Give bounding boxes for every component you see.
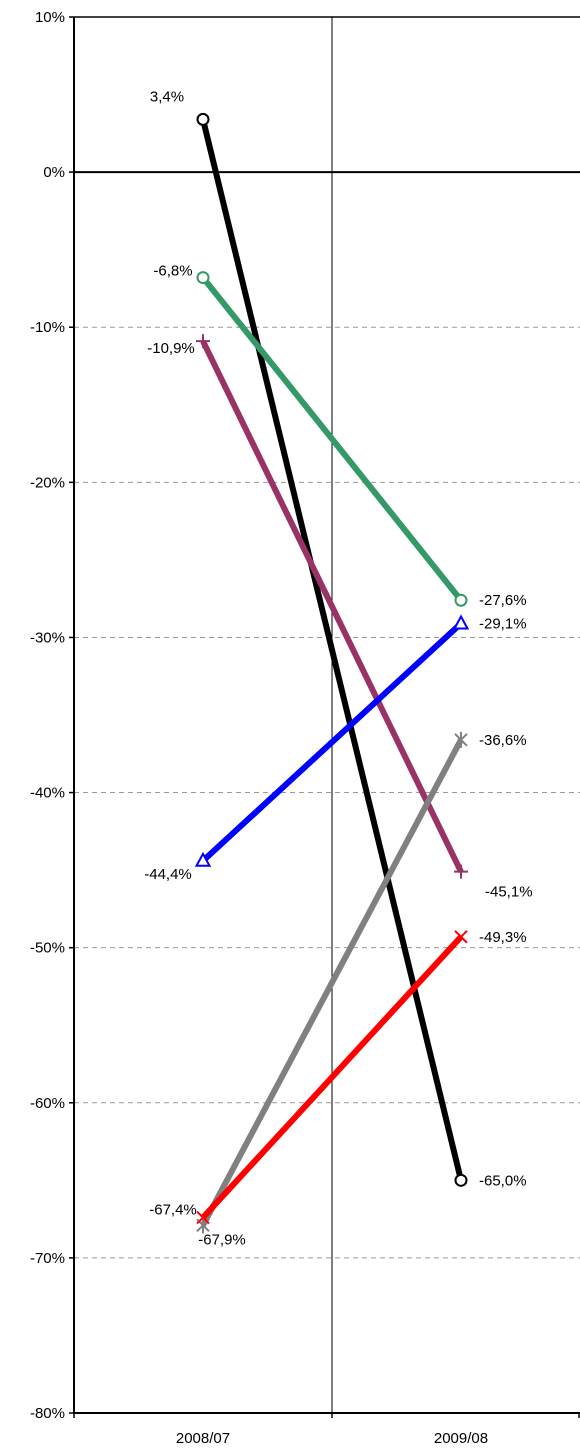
data-label: -65,0% bbox=[479, 1172, 527, 1189]
y-tick-label: -60% bbox=[30, 1095, 65, 1112]
series-line bbox=[200, 934, 464, 1220]
circle-marker bbox=[196, 112, 210, 126]
circle-marker bbox=[454, 1173, 468, 1187]
series-line bbox=[200, 118, 464, 1182]
y-tick-label: -40% bbox=[30, 785, 65, 802]
data-label: -44,4% bbox=[144, 866, 192, 883]
grid-lines bbox=[74, 326, 580, 1259]
data-label: -27,6% bbox=[479, 592, 527, 609]
data-label: -67,4% bbox=[149, 1202, 197, 1219]
circle-marker bbox=[196, 271, 210, 285]
axes bbox=[73, 16, 580, 1414]
y-tick-label: 10% bbox=[35, 9, 65, 26]
series-markers bbox=[194, 112, 470, 1234]
data-label: -49,3% bbox=[479, 929, 527, 946]
x-marker bbox=[454, 930, 468, 944]
data-label: -29,1% bbox=[479, 615, 527, 632]
data-labels: 3,4% -65,0% -6,8% -27,6% -10,9% -45,1% -44,4% -… bbox=[144, 88, 532, 1248]
series-line bbox=[200, 339, 464, 873]
x-tick-label: 2009/08 bbox=[434, 1430, 488, 1447]
x-axis-ticks: 2008/07 2009/08 bbox=[73, 1413, 580, 1447]
series-line bbox=[200, 738, 464, 1227]
data-label: 3,4% bbox=[150, 88, 184, 105]
plus-marker bbox=[454, 864, 468, 879]
data-label: -36,6% bbox=[479, 732, 527, 749]
data-label: -45,1% bbox=[485, 884, 533, 901]
triangle-marker bbox=[452, 614, 470, 630]
star-marker bbox=[454, 731, 468, 748]
y-tick-label: -50% bbox=[30, 940, 65, 957]
x-marker bbox=[196, 1210, 210, 1225]
series-line bbox=[200, 621, 464, 864]
x-tick-label: 2008/07 bbox=[176, 1430, 230, 1447]
data-label: -6,8% bbox=[153, 263, 192, 280]
data-label: -67,9% bbox=[198, 1231, 246, 1248]
data-label: -10,9% bbox=[147, 340, 195, 357]
y-tick-label: -20% bbox=[30, 474, 65, 491]
y-tick-label: 0% bbox=[43, 164, 65, 181]
y-tick-label: -80% bbox=[30, 1405, 65, 1422]
series-line bbox=[200, 275, 464, 603]
series-lines bbox=[200, 118, 464, 1227]
y-tick-label: -30% bbox=[30, 629, 65, 646]
plus-marker bbox=[196, 334, 210, 349]
triangle-marker bbox=[194, 851, 212, 867]
circle-marker bbox=[454, 593, 468, 607]
y-tick-label: -70% bbox=[30, 1250, 65, 1267]
y-axis-ticks: 10% 0% -10% -20% -30% -40% -50% -60% -70% -80% bbox=[30, 9, 74, 1422]
y-tick-label: -10% bbox=[30, 319, 65, 336]
